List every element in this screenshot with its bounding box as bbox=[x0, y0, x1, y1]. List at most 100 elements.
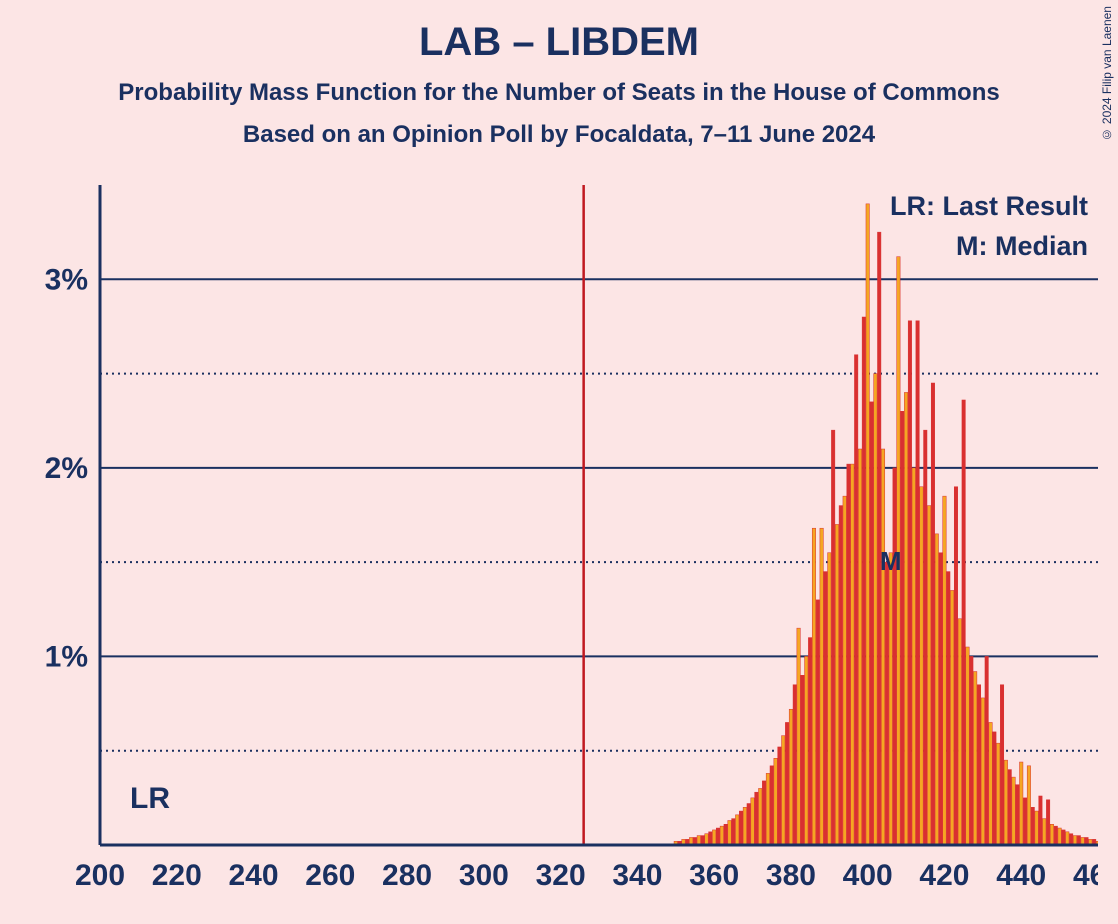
pmf-bar bbox=[847, 464, 850, 845]
pmf-bar bbox=[1004, 760, 1007, 845]
median-label: M bbox=[880, 546, 902, 576]
pmf-bar bbox=[705, 834, 708, 845]
x-tick-label: 440 bbox=[996, 859, 1046, 892]
x-tick-label: 400 bbox=[843, 859, 893, 892]
pmf-bar bbox=[924, 430, 927, 845]
chart-subtitle-2: Based on an Opinion Poll by Focaldata, 7… bbox=[0, 107, 1118, 149]
x-tick-label: 340 bbox=[612, 859, 662, 892]
pmf-bar bbox=[709, 832, 712, 845]
pmf-bar bbox=[816, 600, 819, 845]
pmf-bar bbox=[970, 656, 973, 845]
x-tick-label: 220 bbox=[152, 859, 202, 892]
x-tick-label: 200 bbox=[75, 859, 125, 892]
pmf-bar bbox=[881, 449, 884, 845]
x-tick-label: 240 bbox=[229, 859, 279, 892]
pmf-bar bbox=[820, 528, 823, 845]
pmf-bar bbox=[893, 468, 896, 845]
pmf-bar bbox=[858, 449, 861, 845]
pmf-bar bbox=[950, 590, 953, 845]
pmf-bar bbox=[1066, 832, 1069, 845]
pmf-bar bbox=[885, 562, 888, 845]
x-tick-label: 380 bbox=[766, 859, 816, 892]
pmf-bar bbox=[747, 804, 750, 845]
legend-m: M: Median bbox=[956, 231, 1088, 261]
pmf-bar bbox=[989, 722, 992, 845]
pmf-bar bbox=[916, 321, 919, 845]
pmf-bar bbox=[954, 487, 957, 845]
pmf-bar bbox=[931, 383, 934, 845]
pmf-bar bbox=[866, 204, 869, 845]
lr-label: LR bbox=[130, 782, 170, 815]
pmf-bar bbox=[912, 468, 915, 845]
pmf-bar bbox=[735, 815, 738, 845]
pmf-bar bbox=[962, 400, 965, 845]
pmf-bar bbox=[993, 732, 996, 845]
pmf-bar bbox=[947, 572, 950, 845]
pmf-bar bbox=[1008, 770, 1011, 845]
pmf-bar bbox=[755, 792, 758, 845]
pmf-bar bbox=[728, 820, 731, 845]
pmf-bar bbox=[1039, 796, 1042, 845]
pmf-bar bbox=[985, 656, 988, 845]
pmf-bar bbox=[720, 826, 723, 845]
pmf-bar bbox=[1058, 828, 1061, 845]
y-tick-label: 1% bbox=[45, 640, 88, 673]
pmf-bar bbox=[785, 722, 788, 845]
pmf-bar bbox=[920, 487, 923, 845]
pmf-bar bbox=[935, 534, 938, 845]
pmf-bar bbox=[977, 685, 980, 845]
pmf-bar bbox=[789, 709, 792, 845]
pmf-bar bbox=[724, 824, 727, 845]
x-tick-label: 260 bbox=[305, 859, 355, 892]
pmf-bar bbox=[901, 411, 904, 845]
pmf-bar bbox=[843, 496, 846, 845]
pmf-bar bbox=[774, 758, 777, 845]
pmf-bar bbox=[739, 811, 742, 845]
pmf-bar bbox=[805, 656, 808, 845]
pmf-bar bbox=[782, 736, 785, 845]
pmf-bar bbox=[851, 464, 854, 845]
pmf-bar bbox=[973, 672, 976, 845]
pmf-bar bbox=[808, 638, 811, 845]
pmf-bar bbox=[712, 830, 715, 845]
pmf-bar bbox=[908, 321, 911, 845]
pmf-bar bbox=[758, 788, 761, 845]
pmf-bar bbox=[835, 524, 838, 845]
pmf-bar bbox=[958, 619, 961, 845]
pmf-bar bbox=[801, 675, 804, 845]
pmf-bar bbox=[889, 553, 892, 845]
pmf-bar bbox=[824, 572, 827, 845]
x-tick-label: 460 bbox=[1073, 859, 1098, 892]
pmf-bar bbox=[1054, 826, 1057, 845]
pmf-bar bbox=[943, 496, 946, 845]
pmf-bar bbox=[1062, 830, 1065, 845]
pmf-bar bbox=[981, 698, 984, 845]
pmf-bar bbox=[996, 743, 999, 845]
x-tick-label: 300 bbox=[459, 859, 509, 892]
pmf-bar bbox=[1046, 800, 1049, 845]
pmf-bar bbox=[743, 807, 746, 845]
chart-subtitle: Probability Mass Function for the Number… bbox=[0, 65, 1118, 107]
pmf-bar bbox=[1027, 766, 1030, 845]
pmf-bar bbox=[854, 355, 857, 845]
pmf-bar bbox=[1023, 798, 1026, 845]
pmf-bar bbox=[1000, 685, 1003, 845]
pmf-bar bbox=[1016, 785, 1019, 845]
pmf-bar bbox=[770, 766, 773, 845]
pmf-bar bbox=[797, 628, 800, 845]
chart-area: 1%2%3%2002202402602803003203403603804004… bbox=[20, 185, 1098, 905]
pmf-bar bbox=[1031, 807, 1034, 845]
pmf-bar bbox=[1050, 824, 1053, 845]
pmf-bar bbox=[870, 402, 873, 845]
pmf-bar bbox=[828, 553, 831, 845]
x-tick-label: 320 bbox=[536, 859, 586, 892]
x-tick-label: 360 bbox=[689, 859, 739, 892]
pmf-bar bbox=[939, 553, 942, 845]
pmf-bar bbox=[716, 828, 719, 845]
pmf-bar bbox=[1020, 762, 1023, 845]
pmf-bar bbox=[762, 781, 765, 845]
pmf-bar bbox=[904, 392, 907, 845]
pmf-bar bbox=[1043, 819, 1046, 845]
pmf-bar bbox=[766, 773, 769, 845]
pmf-bar bbox=[1035, 811, 1038, 845]
